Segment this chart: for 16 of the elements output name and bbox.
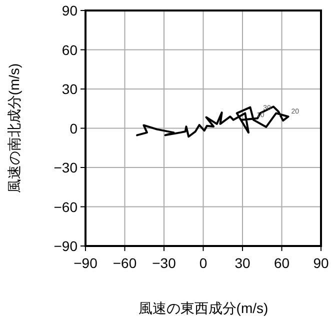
x-tick-label: 30 — [234, 255, 250, 271]
x-tick-label: −60 — [112, 255, 137, 271]
x-axis-title: 風速の東西成分(m/s) — [138, 300, 268, 316]
y-tick-label: 60 — [62, 42, 78, 58]
y-tick-label: −90 — [54, 238, 78, 254]
y-tick-label: −30 — [54, 160, 78, 176]
y-tick-label: 0 — [70, 120, 78, 136]
x-tick-label: −30 — [152, 255, 176, 271]
y-axis-title: 風速の南北成分(m/s) — [6, 63, 22, 194]
y-tick-label: 30 — [62, 81, 78, 97]
x-tick-label: −90 — [74, 255, 98, 271]
y-tick-label: 90 — [62, 2, 78, 18]
x-tick-label: 60 — [274, 255, 290, 271]
y-tick-label: −60 — [54, 198, 78, 215]
x-tick-label: 90 — [313, 255, 329, 271]
x-tick-label: 0 — [199, 255, 208, 271]
